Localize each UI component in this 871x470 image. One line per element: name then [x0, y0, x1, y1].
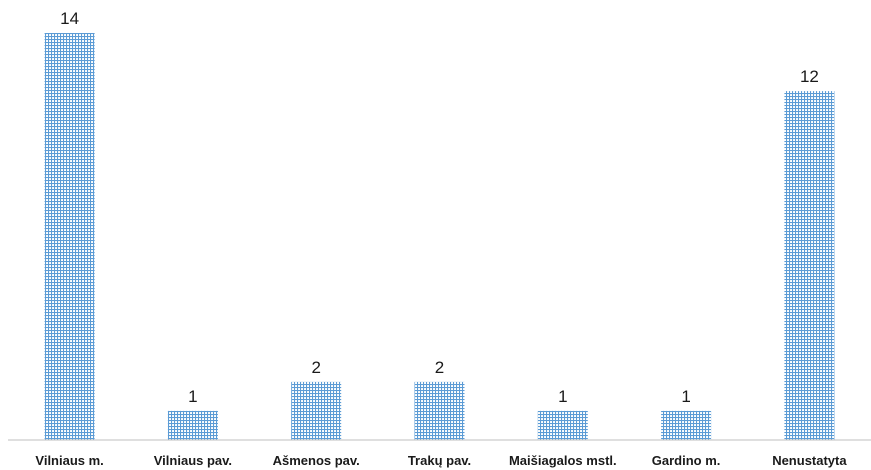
bar-value-label: 1 [188, 387, 197, 406]
category-label: Nenustatyta [772, 453, 847, 468]
bar-value-label: 12 [800, 67, 819, 86]
category-label: Vilniaus pav. [154, 453, 232, 468]
bar [167, 410, 218, 440]
bar [661, 410, 712, 440]
plot-area: 14 Vilniaus m. 1 Vilniaus pav. 2 Ašmenos pav.… [35, 9, 847, 468]
category-label: Ašmenos pav. [273, 453, 360, 468]
bar-value-label: 2 [311, 358, 320, 377]
category-label: Vilniaus m. [35, 453, 103, 468]
bar [784, 91, 835, 440]
bar-value-label: 1 [681, 387, 690, 406]
bar-value-label: 1 [558, 387, 567, 406]
category-label: Gardino m. [652, 453, 721, 468]
bar [44, 33, 95, 440]
bar [537, 410, 588, 440]
category-label: Trakų pav. [408, 453, 471, 468]
bar-value-label: 2 [435, 358, 444, 377]
category-label: Maišiagalos mstl. [509, 453, 617, 468]
bar-value-label: 14 [60, 9, 79, 28]
bar [414, 381, 465, 440]
bar [291, 381, 342, 440]
